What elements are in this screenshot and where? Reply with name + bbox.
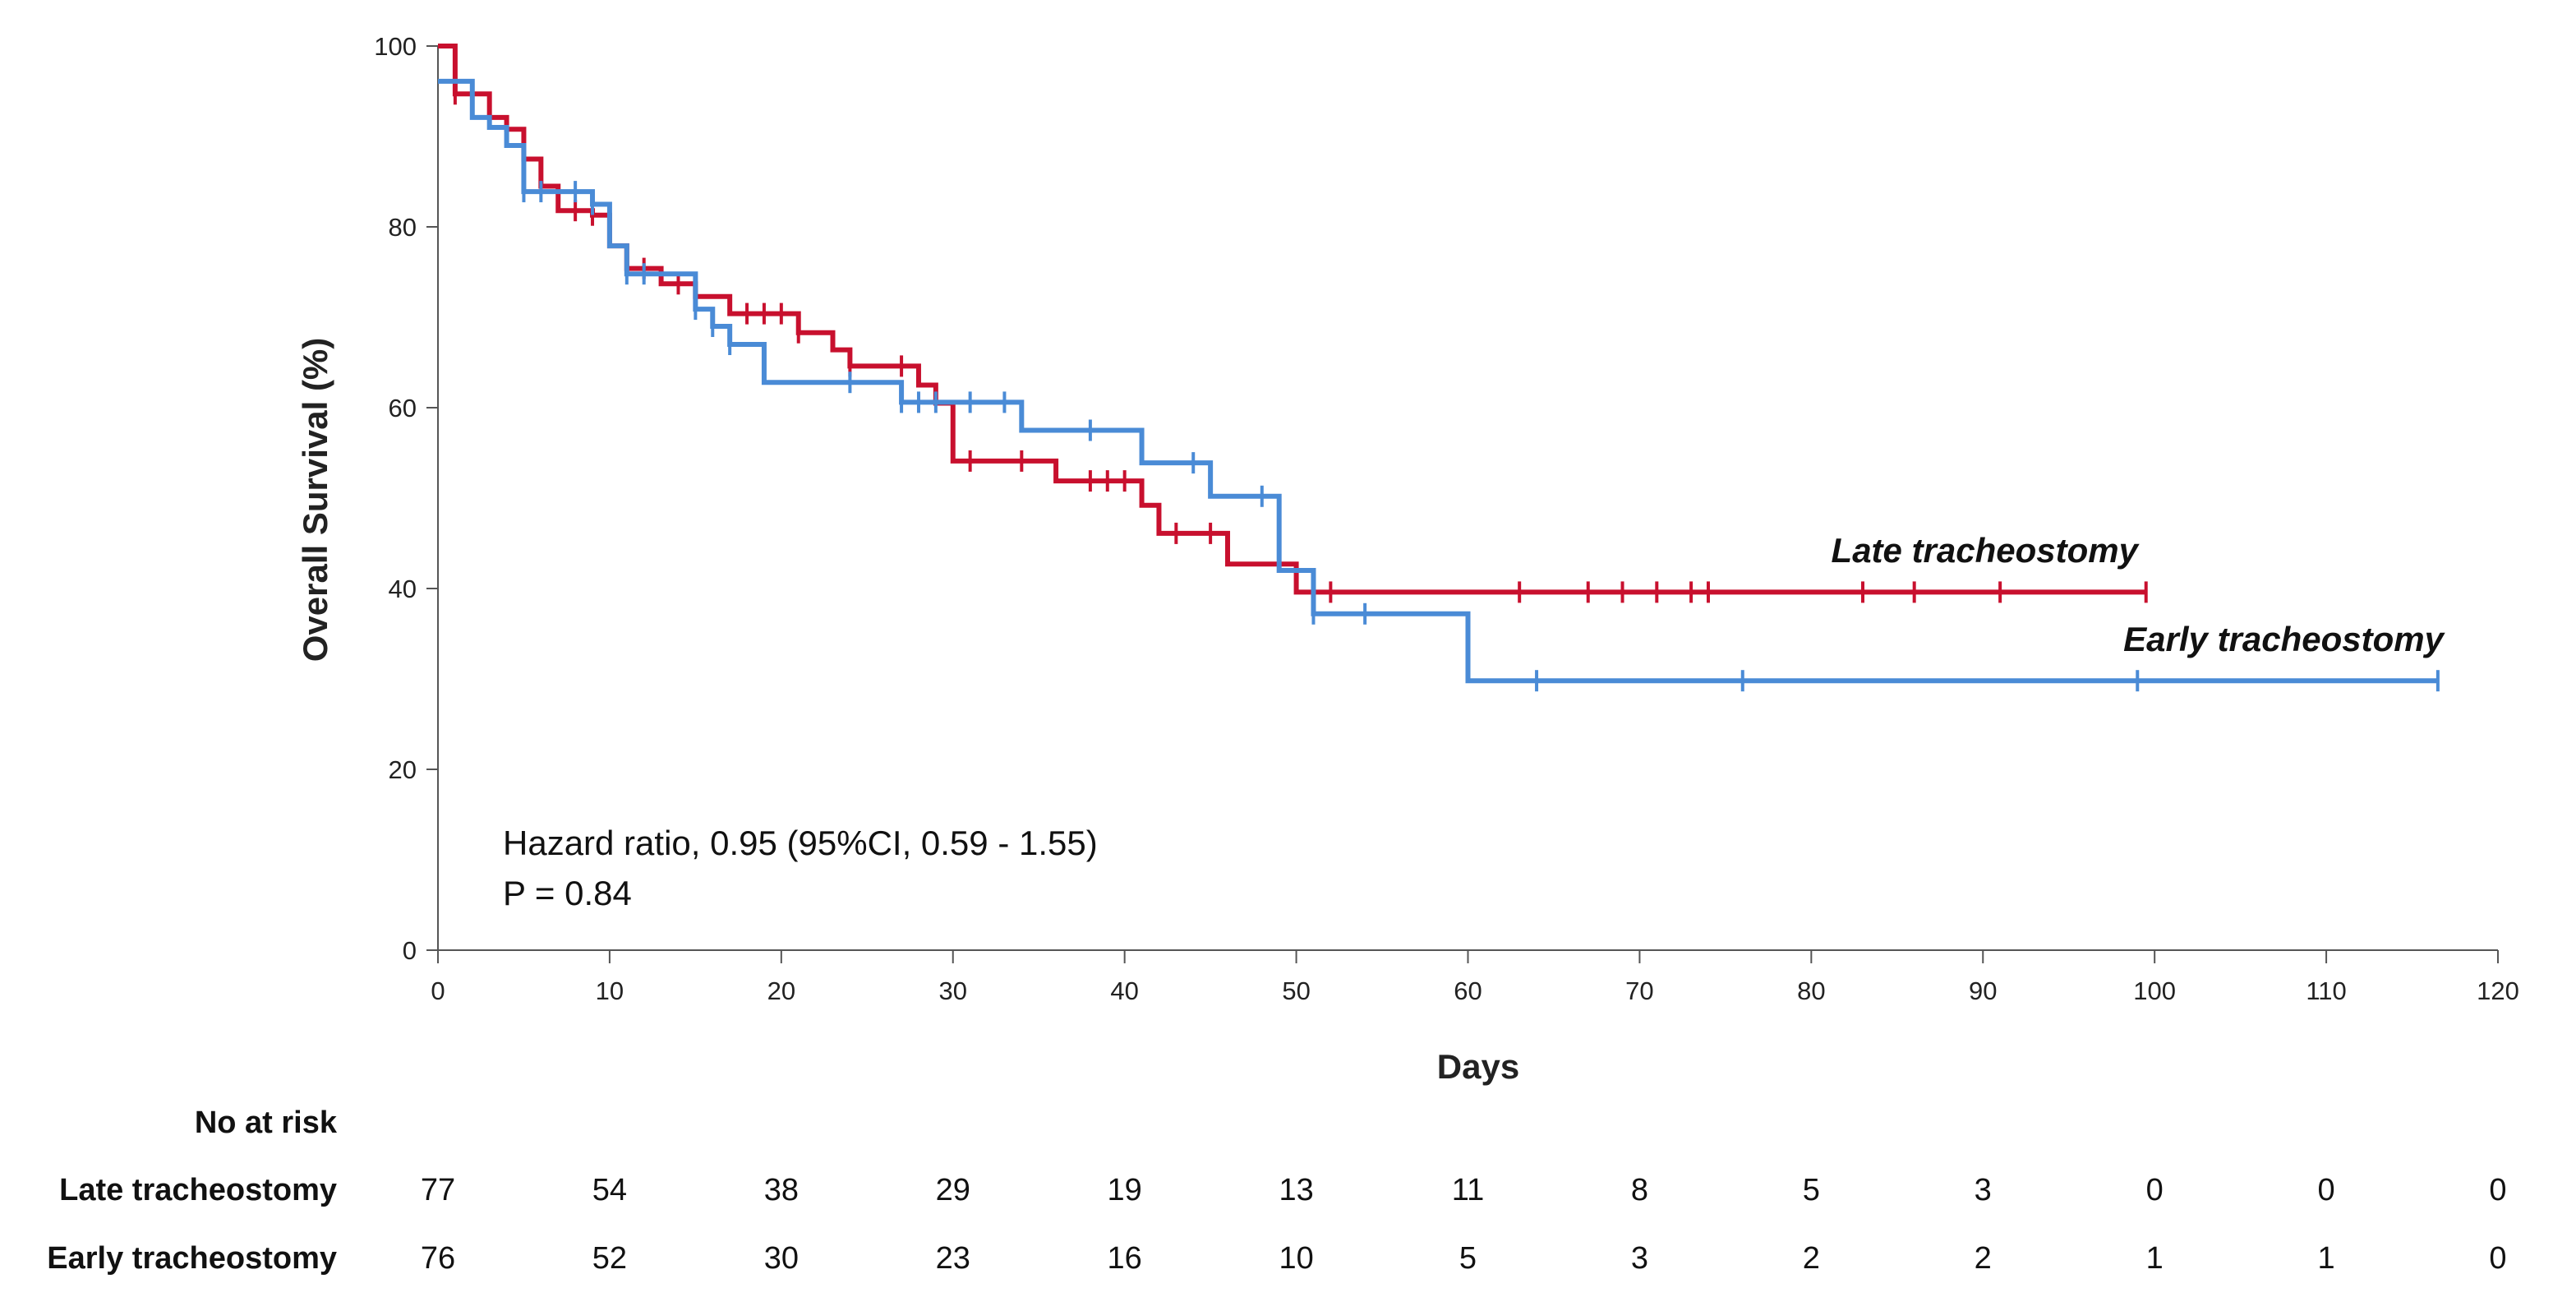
x-tick-label: 10	[596, 976, 624, 1005]
risk-value: 0	[2146, 1173, 2164, 1207]
risk-value: 5	[1803, 1173, 1820, 1207]
x-tick-label: 80	[1797, 976, 1825, 1005]
text-layer: Days Overall Survival (%) Hazard ratio, …	[296, 338, 2446, 1086]
risk-table: No at risk Late tracheostomy Early trach…	[47, 1106, 2506, 1276]
y-tick-label: 100	[374, 32, 417, 61]
late-tracheostomy-label: Late tracheostomy	[1832, 531, 2141, 570]
x-tick-label: 20	[767, 976, 795, 1005]
series-layer	[438, 44, 2440, 692]
axes: 0 20 40 60 80 100 0 10 20 30 40 50 60 70 80 90 100 110 120	[374, 32, 2519, 1005]
x-tick-label: 120	[2477, 976, 2519, 1005]
risk-value: 10	[1279, 1241, 1313, 1276]
risk-value: 19	[1108, 1173, 1142, 1207]
x-tick-label: 100	[2133, 976, 2176, 1005]
x-tick-label: 40	[1110, 976, 1138, 1005]
risk-table-header: No at risk	[195, 1106, 338, 1140]
y-tick-label: 20	[389, 755, 417, 784]
risk-value: 16	[1108, 1241, 1142, 1276]
risk-value: 54	[592, 1173, 627, 1207]
x-tick-label: 30	[939, 976, 967, 1005]
y-tick-label: 60	[389, 394, 417, 422]
y-tick-label: 80	[389, 213, 417, 242]
y-tick-label: 40	[389, 575, 417, 603]
risk-value: 30	[764, 1241, 799, 1276]
risk-value: 0	[2318, 1173, 2335, 1207]
y-tick-label: 0	[403, 936, 417, 965]
hazard-ratio-annotation: Hazard ratio, 0.95 (95%CI, 0.59 - 1.55)	[503, 824, 1098, 862]
risk-value: 52	[592, 1241, 627, 1276]
risk-row-label: Early tracheostomy	[47, 1241, 337, 1276]
x-tick-label: 60	[1454, 976, 1482, 1005]
x-tick-label: 90	[1969, 976, 1997, 1005]
x-tick-label: 50	[1282, 976, 1310, 1005]
risk-value: 1	[2146, 1241, 2164, 1276]
risk-value: 3	[1631, 1241, 1648, 1276]
risk-value: 13	[1279, 1173, 1313, 1207]
x-tick-label: 0	[431, 976, 445, 1005]
risk-value: 1	[2318, 1241, 2335, 1276]
p-value-annotation: P = 0.84	[503, 874, 632, 912]
early-tracheostomy-label: Early tracheostomy	[2123, 620, 2445, 658]
risk-value: 11	[1452, 1173, 1484, 1207]
risk-value: 0	[2489, 1173, 2506, 1207]
risk-value: 2	[1803, 1241, 1820, 1276]
x-tick-label: 110	[2306, 976, 2346, 1005]
risk-value: 2	[1975, 1241, 1992, 1276]
y-axis-title: Overall Survival (%)	[296, 338, 334, 662]
risk-value: 77	[421, 1173, 455, 1207]
risk-value: 5	[1459, 1241, 1477, 1276]
risk-row-label: Late tracheostomy	[59, 1173, 337, 1207]
risk-value: 29	[936, 1173, 970, 1207]
x-tick-label: 70	[1625, 976, 1653, 1005]
risk-value: 3	[1975, 1173, 1992, 1207]
risk-value: 8	[1631, 1173, 1648, 1207]
x-axis-title: Days	[1437, 1047, 1519, 1086]
risk-value: 0	[2489, 1241, 2506, 1276]
risk-value: 23	[936, 1241, 970, 1276]
risk-value: 38	[764, 1173, 799, 1207]
risk-value: 76	[421, 1241, 455, 1276]
